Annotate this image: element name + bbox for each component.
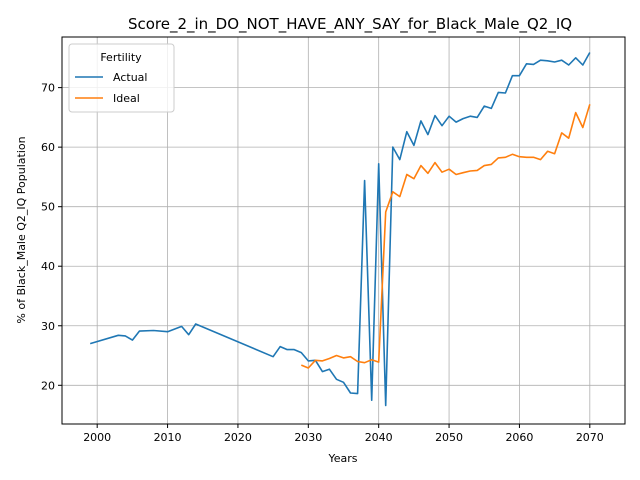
legend-title: Fertility xyxy=(100,51,142,64)
x-tick-label: 2070 xyxy=(576,431,604,444)
series-line-actual xyxy=(89,52,591,407)
x-tick-label: 2050 xyxy=(435,431,463,444)
y-tick-label: 20 xyxy=(41,379,55,392)
y-tick-label: 50 xyxy=(41,201,55,214)
chart-title: Score_2_in_DO_NOT_HAVE_ANY_SAY_for_Black… xyxy=(128,15,572,34)
x-tick-label: 2040 xyxy=(365,431,393,444)
y-tick-label: 30 xyxy=(41,320,55,333)
legend: Fertility Actual Ideal xyxy=(68,43,175,113)
y-tick-label: 70 xyxy=(41,82,55,95)
series-layer xyxy=(89,52,591,407)
x-tick-label: 2000 xyxy=(83,431,111,444)
ticks: 2000 2010 2020 2030 2040 2050 2060 207020304050… xyxy=(41,82,604,444)
x-tick-label: 2060 xyxy=(505,431,533,444)
x-tick-label: 2020 xyxy=(224,431,252,444)
x-axis-label: Years xyxy=(327,452,357,465)
grid xyxy=(62,37,625,424)
legend-label-actual: Actual xyxy=(113,71,147,84)
x-tick-label: 2010 xyxy=(154,431,182,444)
legend-label-ideal: Ideal xyxy=(113,92,140,105)
legend-box xyxy=(68,43,175,113)
x-tick-label: 2030 xyxy=(294,431,322,444)
y-tick-label: 60 xyxy=(41,141,55,154)
y-tick-label: 40 xyxy=(41,260,55,273)
y-axis-label: % of Black_Male Q2_IQ Population xyxy=(15,136,28,323)
plot-frame xyxy=(61,36,626,425)
series-line-ideal xyxy=(300,104,591,369)
